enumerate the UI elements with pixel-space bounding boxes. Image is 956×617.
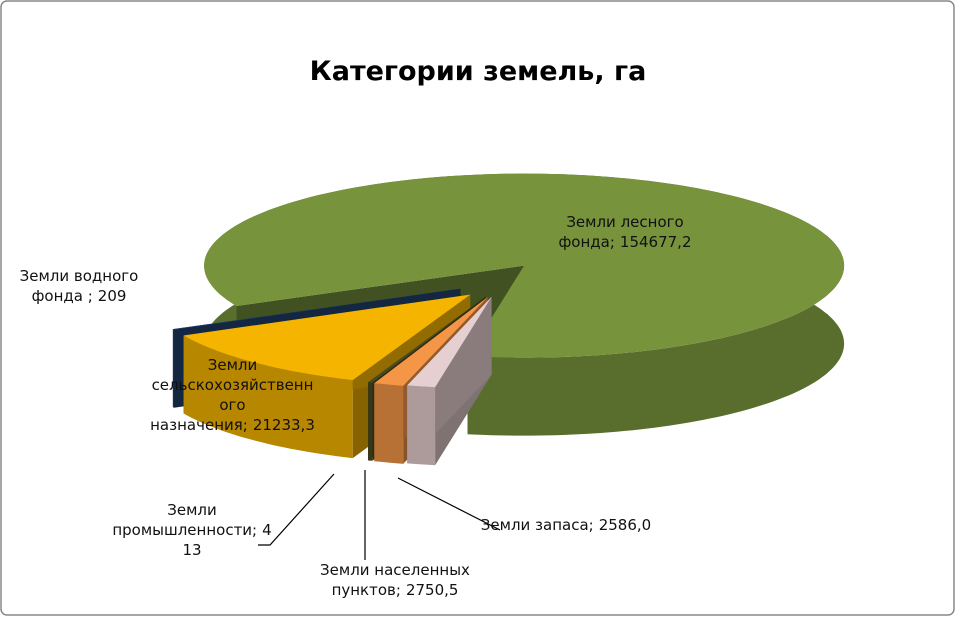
pie xyxy=(172,173,845,466)
value-label: 2586,0 xyxy=(598,516,652,534)
category-label: Земли промышленности; xyxy=(112,501,258,539)
leader-line xyxy=(397,477,501,531)
slice-side xyxy=(368,382,373,461)
data-label: Земли запаса; 2586,0 xyxy=(478,515,654,535)
value-label: 209 xyxy=(97,287,127,305)
category-label: Земли сельскохозяйственного назначения; xyxy=(150,356,314,434)
category-label: Земли лесного фонда; xyxy=(558,213,684,251)
slice xyxy=(368,296,486,383)
data-label: Земли сельскохозяйственного назначения; 2… xyxy=(150,355,315,435)
slice-side xyxy=(172,329,174,408)
leader-line xyxy=(258,473,335,546)
slice xyxy=(407,296,492,388)
data-label: Земли населенных пунктов; 2750,5 xyxy=(300,560,490,600)
chart-title: Категории земель, га xyxy=(309,56,647,87)
slice xyxy=(172,288,461,330)
slice-side xyxy=(183,335,353,459)
data-label: Земли лесного фонда; 154677,2 xyxy=(520,212,730,252)
slice xyxy=(204,173,845,358)
slice-side xyxy=(407,385,436,466)
category-label: Земли запаса; xyxy=(480,516,594,534)
category-label: Земли водного фонда ; xyxy=(19,267,139,305)
category-label: Земли населенных пунктов; xyxy=(320,561,470,599)
value-label: 154677,2 xyxy=(619,233,692,251)
slice xyxy=(374,297,488,386)
value-label: 2750,5 xyxy=(405,581,459,599)
data-label: Земли промышленности; 413 xyxy=(112,500,272,560)
value-label: 413 xyxy=(182,521,272,559)
slice xyxy=(183,294,471,381)
slice-side xyxy=(374,383,404,464)
value-label: 21233,3 xyxy=(252,416,315,434)
data-label: Земли водного фонда ; 209 xyxy=(4,266,154,306)
